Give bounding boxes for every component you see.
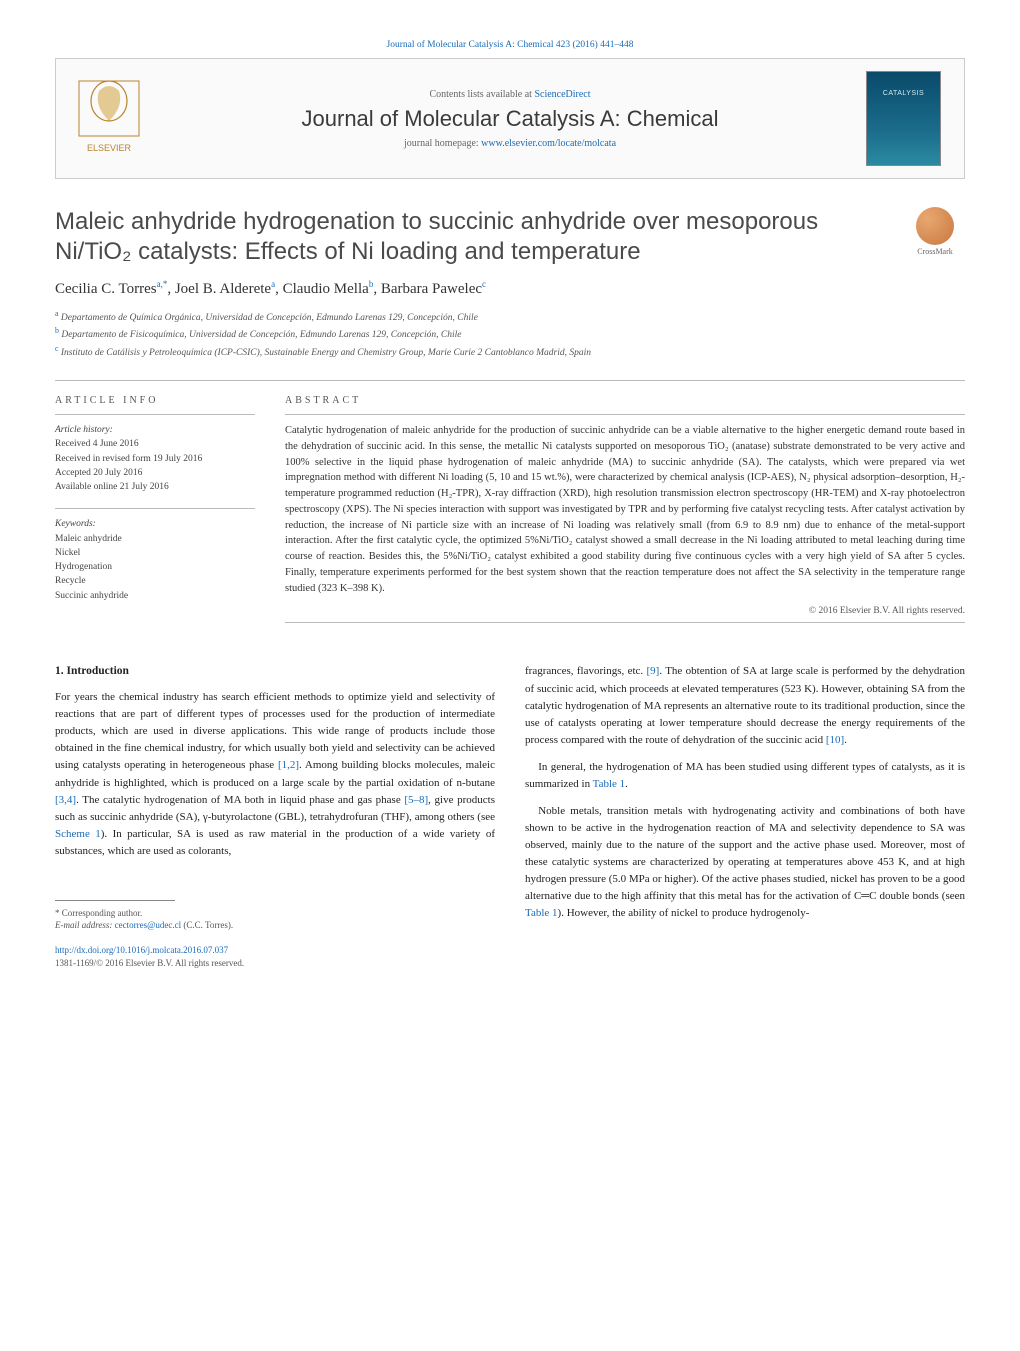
keyword: Succinic anhydride [55, 589, 255, 603]
email-link[interactable]: cectorres@udec.cl [115, 920, 182, 930]
article-title: Maleic anhydride hydrogenation to succin… [55, 207, 905, 267]
article-info: ARTICLE INFO Article history: Received 4… [55, 395, 255, 623]
body-paragraph: Noble metals, transition metals with hyd… [525, 803, 965, 922]
keyword: Maleic anhydride [55, 532, 255, 546]
running-head: Journal of Molecular Catalysis A: Chemic… [55, 40, 965, 50]
contents-line: Contents lists available at ScienceDirec… [154, 89, 866, 100]
email-label: E-mail address: [55, 920, 115, 930]
journal-header: ELSEVIER Contents lists available at Sci… [55, 58, 965, 179]
citation[interactable]: [10] [826, 734, 844, 746]
abstract-copyright: © 2016 Elsevier B.V. All rights reserved… [285, 606, 965, 616]
journal-cover-icon [866, 71, 941, 166]
crossmark-icon [916, 207, 954, 245]
citation[interactable]: [9] [646, 665, 659, 677]
history-label: Article history: [55, 423, 255, 437]
abstract: ABSTRACT Catalytic hydrogenation of male… [285, 395, 965, 623]
keyword: Recycle [55, 574, 255, 588]
keyword: Nickel [55, 546, 255, 560]
article-info-heading: ARTICLE INFO [55, 395, 255, 406]
issn-line: 1381-1169/© 2016 Elsevier B.V. All right… [55, 958, 244, 968]
abstract-text: Catalytic hydrogenation of maleic anhydr… [285, 423, 965, 596]
svg-text:ELSEVIER: ELSEVIER [87, 143, 132, 153]
body-paragraph: For years the chemical industry has sear… [55, 689, 495, 859]
citation[interactable]: [5–8] [404, 794, 428, 806]
corresponding-author-footer: * Corresponding author. E-mail address: … [55, 900, 495, 932]
table-ref[interactable]: Table 1 [593, 778, 626, 790]
body-text: 1. Introduction For years the chemical i… [55, 663, 965, 969]
doi-footer: http://dx.doi.org/10.1016/j.molcata.2016… [55, 944, 495, 969]
email-paren: (C.C. Torres). [181, 920, 233, 930]
authors: Cecilia C. Torresa,*, Joel B. Alderetea,… [55, 279, 965, 298]
elsevier-logo: ELSEVIER [74, 76, 144, 156]
scheme-ref[interactable]: Scheme 1 [55, 828, 101, 840]
doi-link[interactable]: http://dx.doi.org/10.1016/j.molcata.2016… [55, 945, 228, 955]
journal-homepage: journal homepage: www.elsevier.com/locat… [154, 138, 866, 149]
keyword: Hydrogenation [55, 560, 255, 574]
affiliations: a Departamento de Química Orgánica, Univ… [55, 308, 965, 360]
citation[interactable]: [3,4] [55, 794, 76, 806]
journal-name: Journal of Molecular Catalysis A: Chemic… [154, 106, 866, 132]
section-heading: 1. Introduction [55, 663, 495, 681]
divider [55, 380, 965, 381]
crossmark-label: CrossMark [905, 247, 965, 256]
history-line: Received in revised form 19 July 2016 [55, 452, 255, 466]
keywords-label: Keywords: [55, 517, 255, 531]
corr-marker: * Corresponding author. [55, 907, 495, 920]
history-line: Available online 21 July 2016 [55, 480, 255, 494]
table-ref[interactable]: Table 1 [525, 907, 558, 919]
history-line: Accepted 20 July 2016 [55, 466, 255, 480]
history-line: Received 4 June 2016 [55, 437, 255, 451]
abstract-heading: ABSTRACT [285, 395, 965, 406]
body-paragraph: In general, the hydrogenation of MA has … [525, 759, 965, 793]
crossmark-badge[interactable]: CrossMark [905, 207, 965, 256]
citation[interactable]: [1,2] [278, 759, 299, 771]
body-paragraph: fragrances, flavorings, etc. [9]. The ob… [525, 663, 965, 748]
sciencedirect-link[interactable]: ScienceDirect [534, 89, 590, 100]
homepage-link[interactable]: www.elsevier.com/locate/molcata [481, 138, 616, 149]
